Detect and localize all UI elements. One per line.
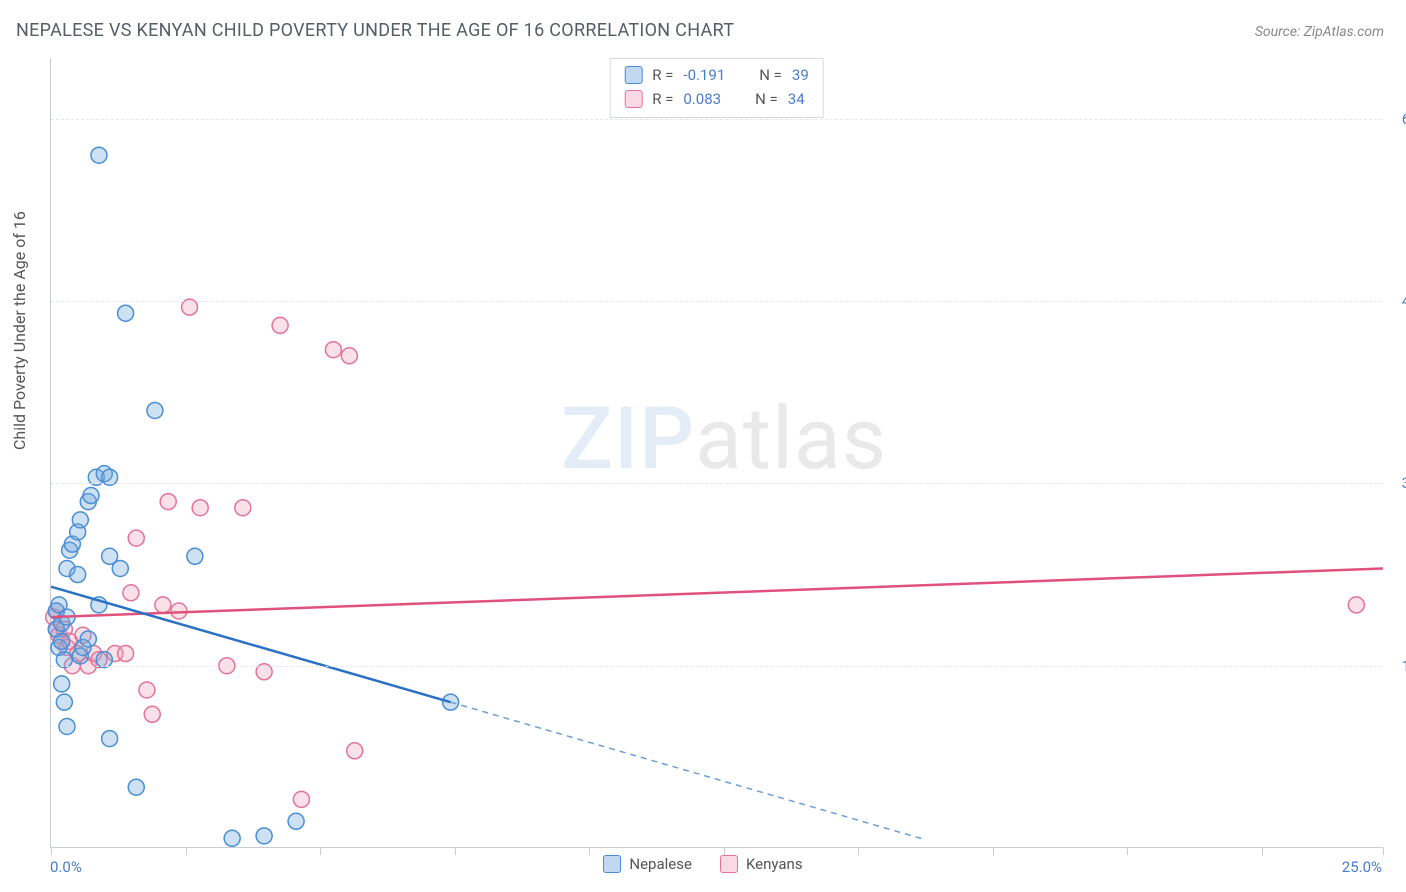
point-nepalese xyxy=(256,828,272,844)
point-nepalese xyxy=(54,676,70,692)
y-tick-label: 60.0% xyxy=(1387,110,1406,128)
point-kenyans xyxy=(139,682,155,698)
x-tick xyxy=(320,847,321,855)
point-kenyans xyxy=(347,743,363,759)
point-kenyans xyxy=(128,530,144,546)
point-nepalese xyxy=(70,567,86,583)
point-nepalese xyxy=(54,633,70,649)
point-nepalese xyxy=(112,560,128,576)
point-kenyans xyxy=(325,342,341,358)
point-kenyans xyxy=(144,706,160,722)
point-kenyans xyxy=(235,500,251,516)
point-kenyans xyxy=(123,585,139,601)
point-nepalese xyxy=(288,813,304,829)
plot-area: ZIPatlas R = -0.191N = 39R = 0.083N = 34… xyxy=(50,58,1382,848)
point-kenyans xyxy=(1348,597,1364,613)
source-attribution: Source: ZipAtlas.com xyxy=(1255,24,1384,40)
x-tick xyxy=(455,847,456,855)
x-tick xyxy=(1127,847,1128,855)
y-axis-label: Child Poverty Under the Age of 16 xyxy=(10,211,29,450)
point-kenyans xyxy=(118,646,134,662)
y-tick-label: 45.0% xyxy=(1387,292,1406,310)
point-nepalese xyxy=(147,402,163,418)
point-nepalese xyxy=(80,631,96,647)
point-kenyans xyxy=(155,597,171,613)
point-nepalese xyxy=(187,548,203,564)
legend-label: Kenyans xyxy=(746,855,803,873)
x-tick xyxy=(993,847,994,855)
gridline-h xyxy=(51,301,1382,302)
gridline-h xyxy=(51,119,1382,120)
y-tick-label: 30.0% xyxy=(1387,474,1406,492)
x-tick xyxy=(589,847,590,855)
legend-item: Nepalese xyxy=(603,855,692,873)
point-nepalese xyxy=(56,694,72,710)
gridline-h xyxy=(51,666,1382,667)
series-legend: Nepalese Kenyans xyxy=(0,855,1406,873)
trend-line xyxy=(51,568,1383,617)
point-nepalese xyxy=(128,779,144,795)
gridline-h xyxy=(51,483,1382,484)
x-tick xyxy=(1262,847,1263,855)
point-kenyans xyxy=(341,348,357,364)
point-nepalese xyxy=(102,731,118,747)
point-nepalese xyxy=(72,512,88,528)
point-kenyans xyxy=(192,500,208,516)
legend-swatch xyxy=(720,855,738,873)
x-tick xyxy=(1383,847,1384,855)
x-tick xyxy=(858,847,859,855)
x-tick xyxy=(186,847,187,855)
point-kenyans xyxy=(272,317,288,333)
x-tick xyxy=(724,847,725,855)
point-nepalese xyxy=(224,830,240,846)
chart-title: NEPALESE VS KENYAN CHILD POVERTY UNDER T… xyxy=(16,20,734,41)
y-tick-label: 15.0% xyxy=(1387,657,1406,675)
point-nepalese xyxy=(118,305,134,321)
legend-item: Kenyans xyxy=(720,855,803,873)
point-kenyans xyxy=(160,494,176,510)
point-nepalese xyxy=(83,488,99,504)
scatter-svg xyxy=(51,58,1382,847)
point-nepalese xyxy=(59,718,75,734)
legend-label: Nepalese xyxy=(629,855,692,873)
trend-line xyxy=(451,702,925,839)
point-nepalese xyxy=(91,147,107,163)
point-kenyans xyxy=(293,791,309,807)
legend-swatch xyxy=(603,855,621,873)
x-tick xyxy=(51,847,52,855)
